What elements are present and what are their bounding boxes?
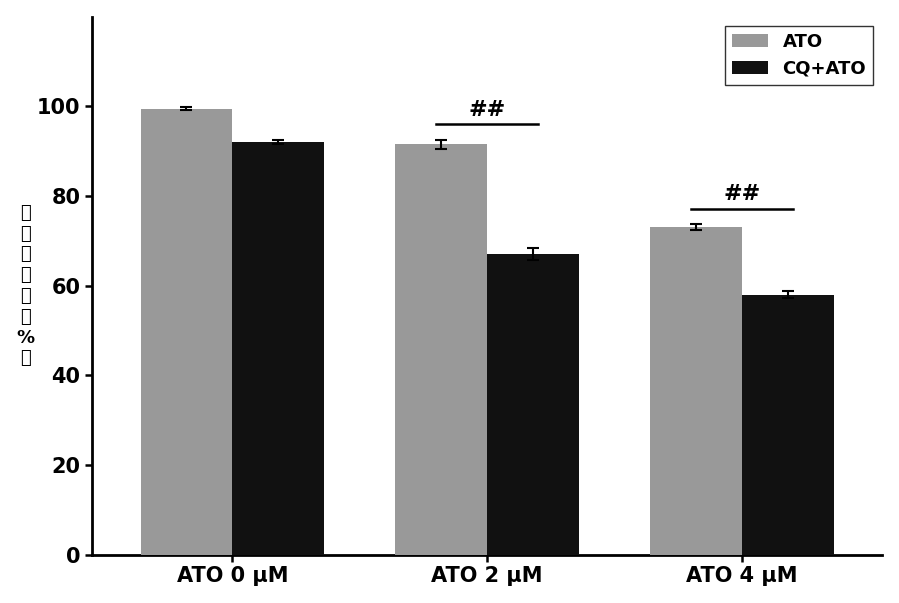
Bar [140, 109, 232, 555]
Bar [743, 294, 834, 555]
Text: ##: ## [468, 99, 506, 120]
Y-axis label: 细
胞
存
活
率
（
%
）: 细 胞 存 活 率 （ % ） [17, 204, 35, 367]
Legend: ATO, CQ+ATO: ATO, CQ+ATO [725, 26, 873, 85]
Bar [396, 144, 487, 555]
Bar [650, 227, 743, 555]
Text: ##: ## [724, 184, 761, 204]
Bar [487, 254, 579, 555]
Bar [232, 142, 325, 555]
